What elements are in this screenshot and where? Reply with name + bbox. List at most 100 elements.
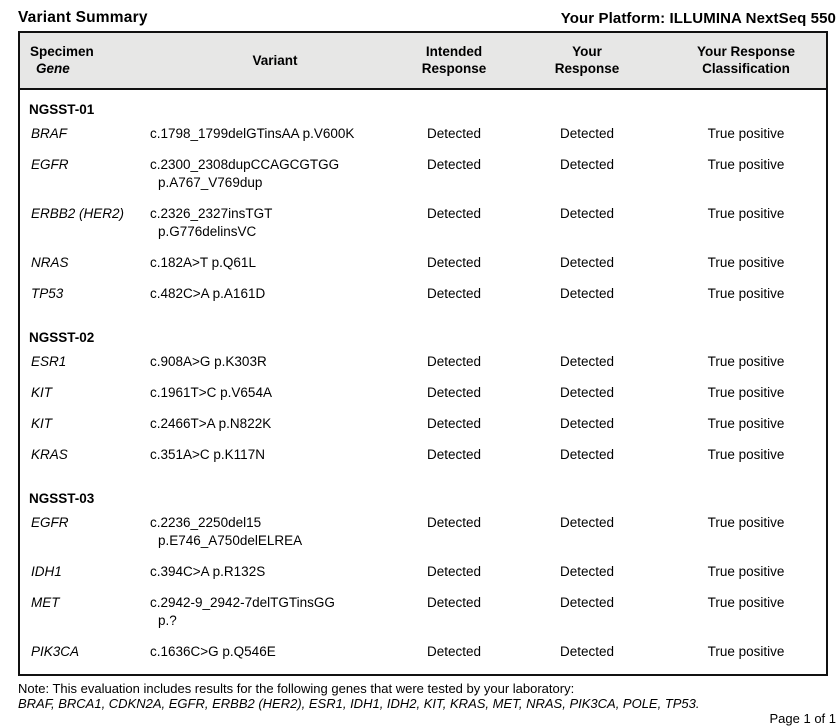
column-header-classification-line1: Your Response: [696, 44, 796, 59]
variant-line: c.2326_2327insTGT: [150, 206, 273, 221]
intended-response-cell: Detected: [426, 157, 482, 172]
intended-response-cell: Detected: [426, 564, 482, 579]
gene-cell: ERBB2 (HER2): [31, 206, 125, 221]
column-header-classification-line2: Classification: [702, 61, 790, 76]
variant-cell: c.1961T>C p.V654A: [150, 384, 400, 402]
page-number: Page 1 of 1: [769, 711, 837, 726]
response-classification-cell: True positive: [707, 416, 785, 431]
table-row: ESR1 c.908A>G p.K303R Detected Detected True…: [20, 347, 826, 378]
your-response-cell: Detected: [559, 206, 615, 221]
intended-response-cell: Detected: [426, 595, 482, 610]
response-classification-cell: True positive: [707, 595, 785, 610]
table-row: ERBB2 (HER2) c.2326_2327insTGT p.G776delin…: [20, 199, 826, 248]
intended-response-cell: Detected: [426, 286, 482, 301]
variant-cell: c.1798_1799delGTinsAA p.V600K: [150, 125, 400, 143]
table-row: PIK3CA c.1636C>G p.Q546E Detected Detected T…: [20, 637, 826, 668]
variant-line: c.908A>G p.K303R: [150, 354, 267, 369]
footer-note: Note: This evaluation includes results f…: [18, 681, 575, 696]
response-classification-cell: True positive: [707, 564, 785, 579]
response-classification-cell: True positive: [707, 255, 785, 270]
column-header-your-response: Your Response: [508, 39, 666, 81]
gene-cell: BRAF: [31, 126, 68, 141]
variant-cell: c.1636C>G p.Q546E: [150, 643, 400, 661]
response-classification-cell: True positive: [707, 385, 785, 400]
variant-cell: c.2466T>A p.N822K: [150, 415, 400, 433]
variant-cell: c.394C>A p.R132S: [150, 563, 400, 581]
gene-cell: NRAS: [31, 255, 69, 270]
specimen-id: NGSST-01: [29, 102, 95, 117]
variant-cell: c.182A>T p.Q61L: [150, 254, 400, 272]
variant-line: c.2236_2250del15: [150, 515, 262, 530]
column-header-specimen-gene: Specimen Gene: [20, 39, 150, 81]
platform-label: Your Platform: ILLUMINA NextSeq 550: [560, 10, 836, 27]
variant-line: c.394C>A p.R132S: [150, 564, 266, 579]
variant-line: c.1798_1799delGTinsAA p.V600K: [150, 126, 355, 141]
table-row: EGFR c.2300_2308dupCCAGCGTGG p.A767_V769du…: [20, 150, 826, 199]
report-top-bar: Variant Summary Your Platform: ILLUMINA …: [0, 0, 840, 31]
specimen-section: NGSST-02 ESR1 c.908A>G p.K303R Detected Dete…: [20, 310, 826, 471]
intended-response-cell: Detected: [426, 416, 482, 431]
variant-line: c.2466T>A p.N822K: [150, 416, 272, 431]
intended-response-cell: Detected: [426, 644, 482, 659]
variant-cell: c.482C>A p.A161D: [150, 285, 400, 303]
gene-cell: MET: [31, 595, 60, 610]
variant-line: c.2300_2308dupCCAGCGTGG: [150, 157, 340, 172]
table-header-row: Specimen Gene Variant Intended Response …: [20, 33, 826, 90]
variant-line: p.E746_A750delELREA: [158, 533, 303, 548]
your-response-cell: Detected: [559, 564, 615, 579]
table-row: MET c.2942-9_2942-7delTGTinsGG p.? Detected…: [20, 588, 826, 637]
response-classification-cell: True positive: [707, 206, 785, 221]
variant-line: c.2942-9_2942-7delTGTinsGG: [150, 595, 335, 610]
response-classification-cell: True positive: [707, 447, 785, 462]
variant-line: p.?: [158, 613, 177, 628]
table-row: KIT c.1961T>C p.V654A Detected Detected True…: [20, 378, 826, 409]
column-header-your-response-line1: Your: [572, 44, 602, 59]
gene-cell: ESR1: [31, 354, 67, 369]
page-title: Variant Summary: [18, 9, 148, 26]
table-row: IDH1 c.394C>A p.R132S Detected Detected True…: [20, 557, 826, 588]
column-header-variant: Variant: [150, 39, 400, 81]
table-row: KRAS c.351A>C p.K117N Detected Detected True…: [20, 440, 826, 471]
gene-cell: TP53: [31, 286, 64, 301]
response-classification-cell: True positive: [707, 354, 785, 369]
variant-line: p.G776delinsVC: [158, 224, 257, 239]
gene-cell: EGFR: [31, 157, 69, 172]
gene-cell: KRAS: [31, 447, 68, 462]
variant-line: c.482C>A p.A161D: [150, 286, 266, 301]
your-response-cell: Detected: [559, 286, 615, 301]
your-response-cell: Detected: [559, 447, 615, 462]
gene-cell: KIT: [31, 416, 53, 431]
variant-cell: c.2300_2308dupCCAGCGTGG p.A767_V769dup: [150, 156, 400, 192]
variant-line: c.1961T>C p.V654A: [150, 385, 272, 400]
your-response-cell: Detected: [559, 515, 615, 530]
column-header-variant-label: Variant: [252, 52, 298, 68]
intended-response-cell: Detected: [426, 447, 482, 462]
response-classification-cell: True positive: [707, 157, 785, 172]
response-classification-cell: True positive: [707, 126, 785, 141]
your-response-cell: Detected: [559, 385, 615, 400]
gene-cell: EGFR: [31, 515, 69, 530]
intended-response-cell: Detected: [426, 354, 482, 369]
column-header-intended-line1: Intended: [425, 44, 483, 59]
intended-response-cell: Detected: [426, 385, 482, 400]
footer-gene-list: BRAF, BRCA1, CDKN2A, EGFR, ERBB2 (HER2),…: [18, 696, 700, 711]
response-classification-cell: True positive: [707, 286, 785, 301]
your-response-cell: Detected: [559, 595, 615, 610]
intended-response-cell: Detected: [426, 255, 482, 270]
your-response-cell: Detected: [559, 255, 615, 270]
response-classification-cell: True positive: [707, 515, 785, 530]
variant-line: p.A767_V769dup: [158, 175, 263, 190]
your-response-cell: Detected: [559, 644, 615, 659]
specimen-id: NGSST-02: [29, 330, 95, 345]
column-header-intended-response: Intended Response: [400, 39, 508, 81]
column-header-classification: Your Response Classification: [666, 39, 826, 81]
variant-cell: c.2942-9_2942-7delTGTinsGG p.?: [150, 594, 400, 630]
specimen-id: NGSST-03: [29, 491, 95, 506]
table-row: EGFR c.2236_2250del15 p.E746_A750delELREA D…: [20, 508, 826, 557]
table-row: BRAF c.1798_1799delGTinsAA p.V600K Detecte…: [20, 119, 826, 150]
table-row: KIT c.2466T>A p.N822K Detected Detected True…: [20, 409, 826, 440]
column-header-intended-line2: Response: [421, 61, 487, 76]
table-body: NGSST-01 BRAF c.1798_1799delGTinsAA p.V600…: [20, 90, 826, 674]
column-header-gene: Gene: [36, 61, 70, 76]
